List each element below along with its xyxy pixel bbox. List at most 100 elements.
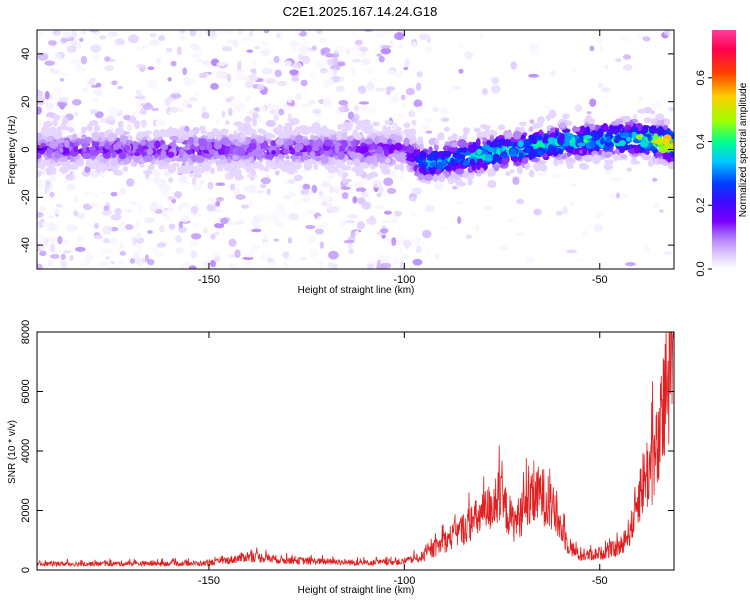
heatmap-cell <box>162 209 170 215</box>
heatmap-cell <box>589 45 595 52</box>
heatmap-x-tick-label: -150 <box>198 274 220 286</box>
heatmap-cell <box>337 151 345 160</box>
heatmap-cell <box>60 126 69 131</box>
heatmap-cell <box>637 108 647 114</box>
heatmap-cell <box>340 186 351 191</box>
heatmap-cell <box>481 144 491 150</box>
heatmap-cell <box>124 208 134 214</box>
heatmap-cell <box>44 137 54 143</box>
heatmap-cell <box>234 69 245 73</box>
heatmap-cell <box>385 30 394 34</box>
heatmap-cell <box>49 158 55 165</box>
heatmap-cell <box>476 164 481 171</box>
heatmap-cell <box>620 35 631 42</box>
heatmap-cell <box>342 175 347 184</box>
heatmap-cell <box>123 158 132 164</box>
heatmap-cell <box>37 89 43 98</box>
heatmap-cell <box>425 248 430 254</box>
heatmap-cell <box>289 69 299 75</box>
heatmap-cell <box>447 136 457 141</box>
heatmap-cell <box>52 30 61 36</box>
heatmap-cell <box>622 54 632 60</box>
heatmap-cell <box>386 89 391 96</box>
heatmap-cell <box>283 214 289 219</box>
heatmap-cell <box>210 259 217 268</box>
heatmap-cell <box>37 212 44 218</box>
heatmap-cell <box>250 133 257 141</box>
heatmap-cell <box>177 35 187 41</box>
heatmap-cell <box>80 126 87 134</box>
heatmap-cell <box>270 140 277 147</box>
heatmap-cell <box>630 157 636 165</box>
heatmap-cell <box>265 119 276 127</box>
heatmap-cell <box>625 262 636 267</box>
heatmap-cell <box>319 135 325 140</box>
heatmap-cell <box>275 138 285 146</box>
heatmap-cell <box>395 153 406 161</box>
heatmap-cell <box>213 128 221 135</box>
heatmap-cell <box>226 156 232 164</box>
heatmap-cell <box>411 119 417 126</box>
heatmap-cell <box>144 264 153 269</box>
heatmap-cell <box>183 261 190 267</box>
heatmap-x-tick-label: -100 <box>393 274 415 286</box>
heatmap-cell <box>109 237 118 245</box>
heatmap-cell <box>97 149 104 154</box>
heatmap-cell <box>622 64 633 71</box>
heatmap-cell <box>309 249 318 258</box>
heatmap-cell <box>543 105 551 110</box>
heatmap-cell <box>94 111 104 119</box>
heatmap-cell <box>142 170 153 175</box>
heatmap-cell <box>254 45 261 50</box>
heatmap-cell <box>308 72 317 77</box>
heatmap-cell <box>529 119 535 124</box>
heatmap-cell <box>272 219 284 227</box>
colorbar-tick-label: 0.4 <box>695 134 707 149</box>
heatmap-cells <box>37 30 674 269</box>
heatmap-cell <box>46 166 57 175</box>
heatmap-cell <box>37 52 49 61</box>
heatmap-cell <box>62 116 69 125</box>
heatmap-cell <box>137 245 143 254</box>
heatmap-cell <box>52 97 59 102</box>
heatmap-cell <box>408 136 417 144</box>
heatmap-cell <box>562 132 573 142</box>
heatmap-cell <box>354 230 360 237</box>
heatmap-cell <box>213 256 221 263</box>
heatmap-cell <box>537 160 547 165</box>
heatmap-cell <box>265 158 271 168</box>
heatmap-cell <box>288 40 300 47</box>
heatmap-cell <box>578 162 588 168</box>
heatmap-cell <box>626 167 632 172</box>
heatmap-cell <box>342 122 349 130</box>
heatmap-cell <box>305 224 316 230</box>
heatmap-cell <box>93 234 103 240</box>
heatmap-cell <box>529 47 540 55</box>
heatmap-cell <box>334 144 340 154</box>
colorbar-tick-label: 0.2 <box>695 198 707 213</box>
heatmap-cell <box>612 153 619 162</box>
heatmap-cell <box>380 262 392 269</box>
heatmap-cell <box>566 249 577 254</box>
heatmap-cell <box>178 166 184 172</box>
heatmap-cell <box>287 96 293 104</box>
heatmap-cell <box>85 136 92 143</box>
heatmap-cell <box>100 117 106 124</box>
heatmap-cell <box>443 126 450 132</box>
heatmap-cell <box>120 220 126 225</box>
heatmap-cell <box>260 177 271 185</box>
heatmap-cell <box>391 70 397 75</box>
heatmap-cell <box>149 32 157 38</box>
heatmap-cell <box>644 149 650 155</box>
heatmap-cell <box>657 125 664 135</box>
heatmap-cell <box>426 37 432 44</box>
heatmap-cell <box>586 118 596 125</box>
heatmap-cell <box>50 243 55 253</box>
heatmap-cell <box>386 187 397 194</box>
heatmap-cell <box>187 136 195 145</box>
heatmap-cell <box>367 65 373 75</box>
heatmap-cell <box>304 127 310 135</box>
heatmap-cell <box>612 125 620 134</box>
heatmap-cell <box>201 112 210 119</box>
heatmap-cell <box>251 162 261 169</box>
